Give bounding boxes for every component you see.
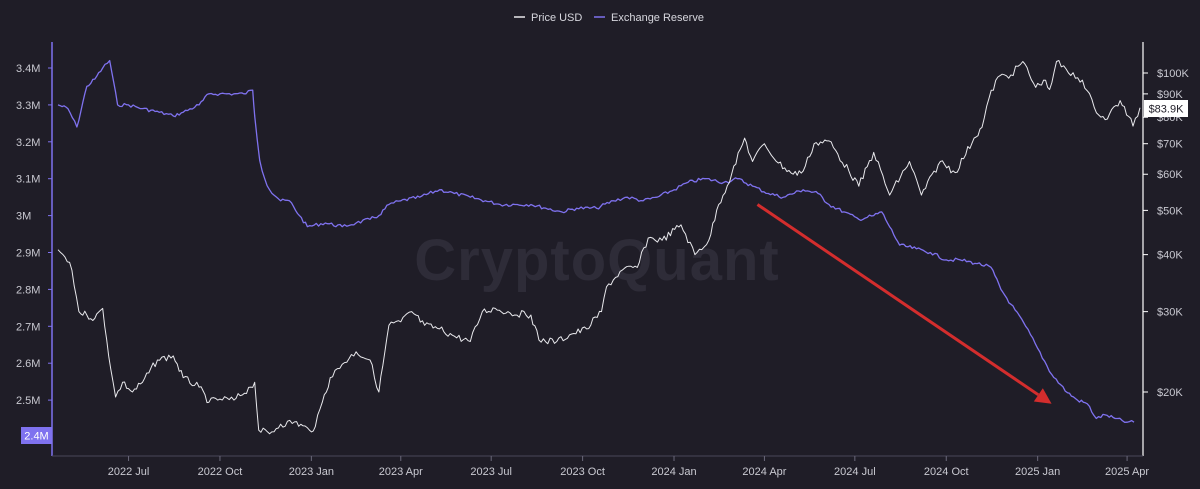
right-tick-label: $20K (1157, 387, 1183, 399)
left-tick-label: 2.9M (16, 248, 40, 260)
x-tick-label: 2023 Oct (560, 466, 605, 478)
price-value-badge: $83.9K (1144, 100, 1188, 117)
x-axis-ticks: 2022 Jul 2022 Oct 2023 Jan 2023 Apr 2023 Jul… (108, 456, 1149, 478)
reserve-badge-text: 2.4M (24, 431, 48, 443)
series-line-price-usd (57, 60, 1141, 435)
legend[interactable]: Price USD Exchange Reserve (514, 12, 704, 24)
x-tick-label: 2022 Oct (198, 466, 243, 478)
right-axis-ticks: $100K$90K$80K$70K$60K$50K$40K$30K$20K (1143, 68, 1189, 399)
reserve-value-badge: 2.4M (21, 427, 52, 444)
left-tick-label: 2.8M (16, 284, 40, 296)
left-tick-label: 2.6M (16, 358, 40, 370)
right-tick-label: $50K (1157, 205, 1183, 217)
right-tick-label: $100K (1157, 68, 1189, 80)
price-badge-bg (1144, 100, 1188, 117)
left-tick-label: 2.7M (16, 321, 40, 333)
right-tick-label: $70K (1157, 139, 1183, 151)
legend-reserve-label[interactable]: Exchange Reserve (611, 12, 704, 24)
x-tick-label: 2024 Oct (924, 466, 969, 478)
trend-arrow (756, 203, 1052, 404)
x-tick-label: 2024 Apr (742, 466, 786, 478)
reserve-badge-bg (21, 427, 52, 444)
trend-arrow-line (756, 203, 1040, 397)
right-tick-label: $30K (1157, 307, 1183, 319)
x-tick-label: 2023 Jan (289, 466, 334, 478)
right-tick-label: $60K (1157, 169, 1183, 181)
x-tick-label: 2024 Jan (651, 466, 696, 478)
left-axis-ticks: 3.4M 3.3M 3.2M 3.1M 3M 2.9M 2.8M 2.7M 2.6M 2.5M (16, 63, 52, 407)
right-tick-label: $90K (1157, 89, 1183, 101)
x-tick-label: 2024 Jul (834, 466, 876, 478)
x-tick-label: 2023 Apr (379, 466, 423, 478)
series-line-exchange-reserve (57, 59, 1135, 423)
left-tick-label: 3.2M (16, 137, 40, 149)
left-tick-label: 3.3M (16, 100, 40, 112)
trend-arrow-head (1033, 388, 1052, 404)
watermark-text: CryptoQuant (414, 228, 779, 293)
x-tick-label: 2023 Jul (470, 466, 512, 478)
price-badge-text: $83.9K (1149, 104, 1185, 116)
left-tick-label: 3.1M (16, 174, 40, 186)
left-tick-label: 3.4M (16, 63, 40, 75)
left-tick-label: 3M (16, 211, 31, 223)
x-tick-label: 2022 Jul (108, 466, 150, 478)
legend-price-label[interactable]: Price USD (531, 12, 582, 24)
x-tick-label: 2025 Apr (1105, 466, 1149, 478)
right-tick-label: $40K (1157, 250, 1183, 262)
left-tick-label: 2.5M (16, 395, 40, 407)
x-tick-label: 2025 Jan (1015, 466, 1060, 478)
